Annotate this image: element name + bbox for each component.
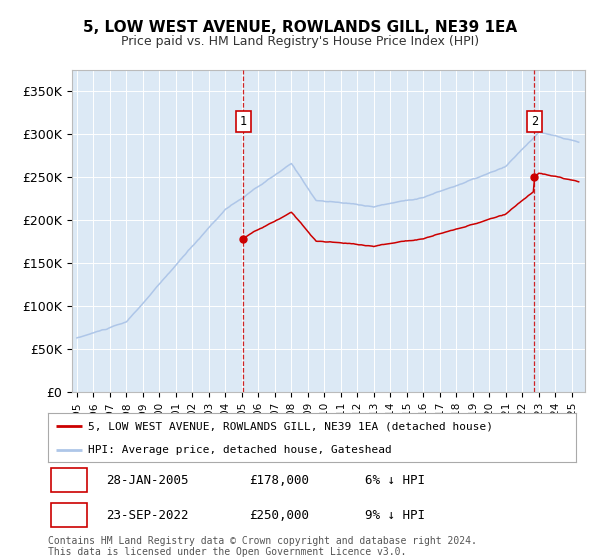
Bar [50,503,86,527]
Text: 23-SEP-2022: 23-SEP-2022 [106,508,188,522]
Text: 2: 2 [531,115,538,128]
Bar [236,111,251,132]
Text: HPI: Average price, detached house, Gateshead: HPI: Average price, detached house, Gate… [88,445,391,455]
Text: 1: 1 [239,115,247,128]
Text: £178,000: £178,000 [248,474,308,487]
Text: 2: 2 [65,508,73,522]
Text: Price paid vs. HM Land Registry's House Price Index (HPI): Price paid vs. HM Land Registry's House … [121,35,479,48]
Text: 5, LOW WEST AVENUE, ROWLANDS GILL, NE39 1EA (detached house): 5, LOW WEST AVENUE, ROWLANDS GILL, NE39 … [88,421,493,431]
Text: 6% ↓ HPI: 6% ↓ HPI [365,474,425,487]
Text: £250,000: £250,000 [248,508,308,522]
Bar [50,468,86,492]
Text: Contains HM Land Registry data © Crown copyright and database right 2024.
This d: Contains HM Land Registry data © Crown c… [48,535,477,557]
Text: 1: 1 [65,474,73,487]
Text: 5, LOW WEST AVENUE, ROWLANDS GILL, NE39 1EA: 5, LOW WEST AVENUE, ROWLANDS GILL, NE39 … [83,20,517,35]
Text: 28-JAN-2005: 28-JAN-2005 [106,474,188,487]
Bar [527,111,542,132]
Text: 9% ↓ HPI: 9% ↓ HPI [365,508,425,522]
